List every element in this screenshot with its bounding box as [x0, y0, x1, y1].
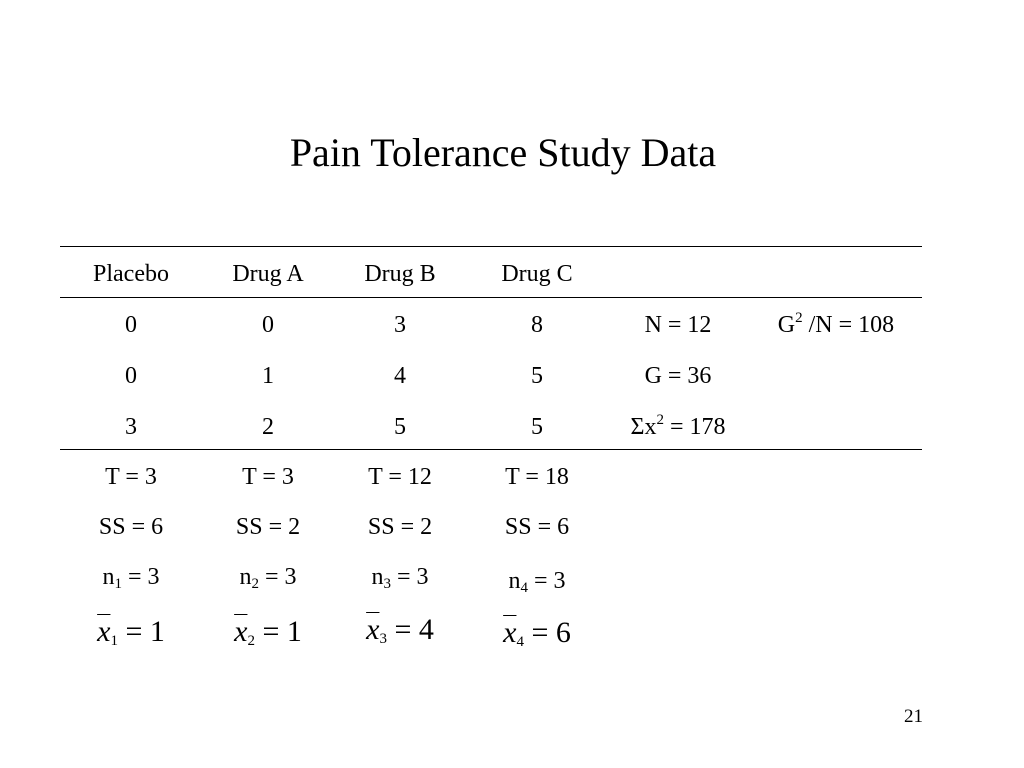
data-cell: 5 [394, 414, 406, 440]
grand-total: G = 36 [644, 363, 712, 389]
group-ss: SS = 2 [235, 514, 301, 540]
group-total: T = 12 [368, 464, 432, 490]
sum-x-squared: Σx2 = 178 [630, 412, 726, 441]
group-mean: x4 = 6 [503, 616, 571, 650]
group-mean: x1 = 1 [97, 615, 165, 649]
group-ss: SS = 6 [504, 514, 570, 540]
data-cell: 0 [262, 312, 274, 338]
group-mean: x2 = 1 [234, 615, 302, 649]
total-n: N = 12 [644, 312, 712, 338]
data-cell: 8 [531, 312, 543, 338]
header-drug-b: Drug B [364, 261, 436, 287]
table-bottom-rule [60, 449, 922, 450]
group-ss: SS = 6 [98, 514, 164, 540]
group-total: T = 3 [105, 464, 157, 490]
group-total: T = 3 [242, 464, 294, 490]
data-cell: 5 [531, 363, 543, 389]
table-top-rule [60, 246, 922, 247]
group-total: T = 18 [505, 464, 569, 490]
data-cell: 3 [125, 414, 137, 440]
g-squared-over-n: G2 /N = 108 [777, 310, 895, 339]
data-cell: 2 [262, 414, 274, 440]
group-n: n1 = 3 [102, 564, 160, 592]
group-ss: SS = 2 [367, 514, 433, 540]
group-n: n4 = 3 [508, 568, 566, 596]
group-n: n3 = 3 [371, 564, 429, 592]
group-n: n2 = 3 [239, 564, 297, 592]
data-cell: 4 [394, 363, 406, 389]
data-cell: 5 [531, 414, 543, 440]
data-cell: 1 [262, 363, 274, 389]
header-drug-c: Drug C [501, 261, 573, 287]
table-header-rule [60, 297, 922, 298]
data-cell: 3 [394, 312, 406, 338]
data-cell: 0 [125, 312, 137, 338]
page-number: 21 [904, 706, 923, 727]
header-placebo: Placebo [93, 261, 169, 287]
data-cell: 0 [125, 363, 137, 389]
slide-title: Pain Tolerance Study Data [289, 130, 717, 175]
header-drug-a: Drug A [232, 261, 304, 287]
group-mean: x3 = 4 [366, 613, 434, 647]
